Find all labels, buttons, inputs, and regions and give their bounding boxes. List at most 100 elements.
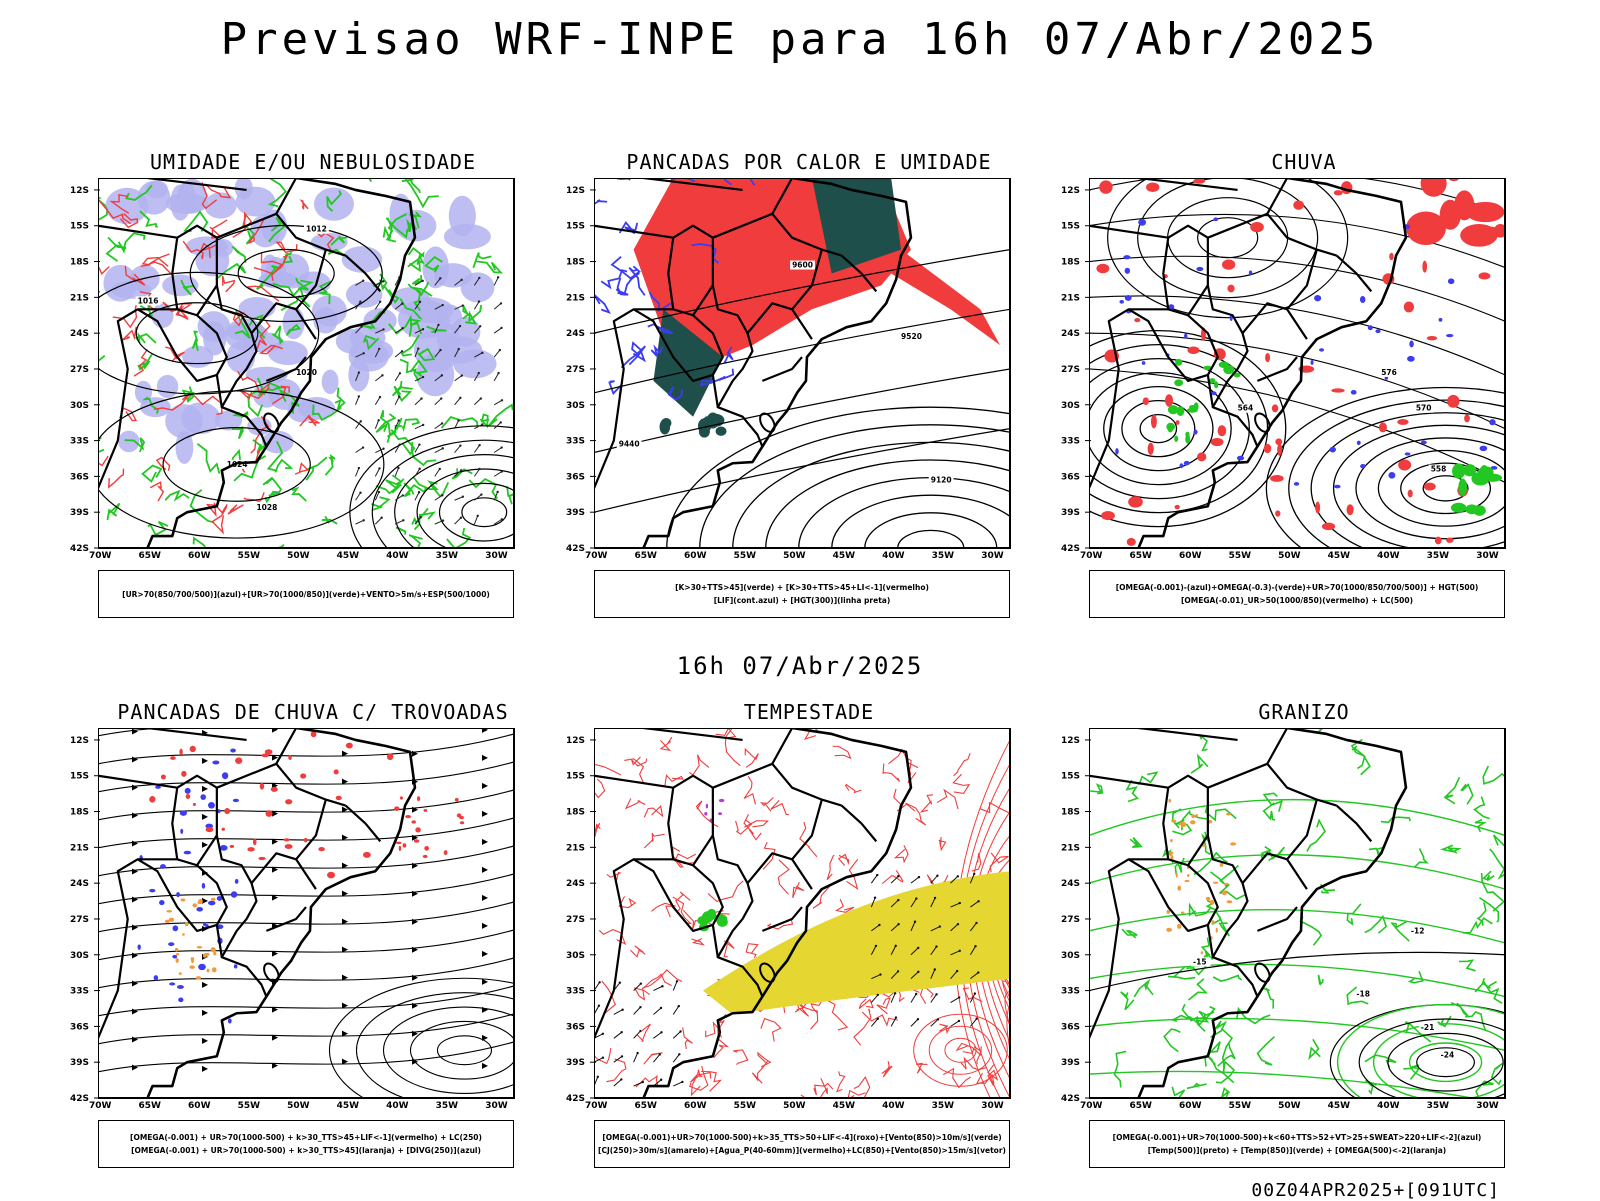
panel-chuva: CHUVA 576 570 564 558 [OMEGA(-0.001)-(azul)… (1061, 150, 1519, 620)
lon-tick-label: 70W (89, 1101, 112, 1111)
lon-tick-label: 40W (1377, 1101, 1400, 1111)
legend-line: [OMEGA(-0.001) + UR>70(1000-500) + k>30_… (131, 1146, 481, 1155)
legend-line: [K>30+TTS>45](verde) + [K>30+TTS>45+LI<-… (675, 583, 929, 592)
lat-tick-label: 12S (1061, 186, 1080, 196)
map-tempestade (594, 728, 1011, 1099)
map-chuva: 576 570 564 558 (1089, 178, 1506, 549)
lon-tick-label: 60W (684, 1101, 707, 1111)
contour-label: 564 (1238, 404, 1254, 413)
lat-tick-label: 42S (566, 1094, 585, 1104)
lon-tick-label: 45W (833, 1101, 856, 1111)
lat-tick-label: 33S (70, 987, 89, 997)
lat-tick-label: 18S (566, 258, 585, 268)
legend-box: [K>30+TTS>45](verde) + [K>30+TTS>45+LI<-… (594, 570, 1010, 618)
panel-umidade: UMIDADE E/OU NEBULOSIDADE 1012 1016 1020 10… (70, 150, 528, 620)
map-granizo: -12 -15 -18 -21 -24 (1089, 728, 1506, 1099)
legend-line: [CJ(250)>30m/s](amarelo)+[Agua_P(40-60mm… (598, 1146, 1006, 1155)
legend-box: [OMEGA(-0.001) + UR>70(1000-500) + k>30_… (98, 1120, 514, 1168)
lat-tick-label: 15S (1061, 772, 1080, 782)
lat-tick-label: 15S (1061, 222, 1080, 232)
panel-tempestade: TEMPESTADE [OMEGA(-0.001)+UR>70(1000-500… (566, 700, 1024, 1170)
legend-box: [OMEGA(-0.001)-(azul)+OMEGA(-0.3)-(verde… (1089, 570, 1505, 618)
lon-tick-label: 30W (485, 1101, 508, 1111)
lat-tick-label: 36S (566, 472, 585, 482)
lat-tick-label: 15S (566, 222, 585, 232)
legend-line: [UR>70(850/700/500)](azul)+[UR>70(1000/8… (122, 589, 490, 599)
lon-tick-label: 50W (1278, 1101, 1301, 1111)
lon-tick-label: 65W (139, 1101, 162, 1111)
lat-tick-label: 36S (70, 1022, 89, 1032)
lat-tick-label: 42S (566, 544, 585, 554)
legend-line: [OMEGA(-0.01)_UR>50(1000/850)(vermelho) … (1180, 596, 1414, 605)
lat-tick-label: 21S (1061, 293, 1080, 303)
panel-title: UMIDADE E/OU NEBULOSIDADE (149, 150, 477, 174)
lon-tick-label: 45W (1328, 551, 1351, 561)
main-title: Previsao WRF-INPE para 16h 07/Abr/2025 (220, 14, 1380, 65)
legend-line: [Temp(500)](preto) + [Temp(850)](verde) … (1147, 1146, 1447, 1155)
legend-line: [OMEGA(-0.001)+UR>70(1000-500)+k>35_TTS>… (602, 1133, 1002, 1142)
lon-tick-label: 35W (436, 551, 459, 561)
lat-tick-label: 30S (1061, 401, 1080, 411)
contour-label: 9600 (792, 261, 813, 270)
footer-run-time: 00Z04APR2025+[091UTC] (1251, 1180, 1500, 1201)
legend-line: [OMEGA(-0.001)-(azul)+OMEGA(-0.3)-(verde… (1115, 583, 1479, 592)
lat-tick-label: 42S (70, 544, 89, 554)
panel-trovoadas: PANCADAS DE CHUVA C/ TROVOADAS [OMEGA(-0… (70, 700, 528, 1170)
lat-tick-label: 30S (1061, 951, 1080, 961)
lat-tick-label: 42S (1061, 544, 1080, 554)
contour-label: 9120 (931, 475, 952, 484)
legend-line: [LIF](cont.azul) + [HGT(300)](linha pret… (713, 596, 891, 605)
lat-tick-label: 27S (1061, 365, 1080, 375)
contour-label: -15 (1193, 957, 1207, 966)
lat-tick-label: 12S (70, 736, 89, 746)
contour-label: 570 (1416, 404, 1432, 413)
lon-tick-label: 70W (1080, 551, 1103, 561)
lat-tick-label: 39S (70, 508, 89, 518)
lat-tick-label: 24S (566, 879, 585, 889)
lon-tick-label: 35W (932, 1101, 955, 1111)
lat-tick-label: 21S (566, 843, 585, 853)
lat-tick-label: 33S (70, 437, 89, 447)
lon-tick-label: 45W (337, 551, 360, 561)
lat-tick-label: 39S (1061, 1058, 1080, 1068)
lat-tick-label: 39S (70, 1058, 89, 1068)
lat-tick-label: 42S (1061, 1094, 1080, 1104)
lon-tick-label: 65W (1130, 551, 1153, 561)
map-trovoadas (98, 728, 515, 1099)
lon-tick-label: 60W (684, 551, 707, 561)
lat-tick-label: 36S (1061, 1022, 1080, 1032)
contour-label: -21 (1421, 1023, 1435, 1032)
lat-tick-label: 36S (566, 1022, 585, 1032)
contour-label: -18 (1356, 990, 1370, 999)
lat-tick-label: 21S (70, 293, 89, 303)
lon-tick-label: 30W (981, 551, 1004, 561)
lon-tick-label: 55W (238, 551, 261, 561)
lon-tick-label: 30W (485, 551, 508, 561)
lon-tick-label: 70W (1080, 1101, 1103, 1111)
lon-tick-label: 55W (238, 1101, 261, 1111)
contour-label: 1016 (138, 296, 159, 305)
lon-tick-label: 30W (1476, 551, 1499, 561)
lat-tick-label: 12S (70, 186, 89, 196)
lat-tick-label: 24S (1061, 879, 1080, 889)
legend-box: [OMEGA(-0.001)+UR>70(1000-500)+k<60+TTS>… (1089, 1120, 1505, 1168)
lon-tick-label: 50W (783, 1101, 806, 1111)
lat-tick-label: 21S (70, 843, 89, 853)
lon-tick-label: 70W (585, 551, 608, 561)
lon-tick-label: 35W (1427, 1101, 1450, 1111)
lat-tick-label: 24S (70, 329, 89, 339)
lon-tick-label: 40W (1377, 551, 1400, 561)
contour-label: -24 (1441, 1050, 1455, 1059)
lon-tick-label: 55W (734, 1101, 757, 1111)
panel-title: PANCADAS POR CALOR E UMIDADE (626, 150, 992, 174)
lon-tick-label: 45W (1328, 1101, 1351, 1111)
lon-tick-label: 65W (139, 551, 162, 561)
lat-tick-label: 39S (566, 1058, 585, 1068)
lat-tick-label: 36S (1061, 472, 1080, 482)
lat-tick-label: 30S (566, 951, 585, 961)
legend-box: [UR>70(850/700/500)](azul)+[UR>70(1000/8… (98, 570, 514, 618)
contour-label: 1012 (306, 225, 327, 234)
